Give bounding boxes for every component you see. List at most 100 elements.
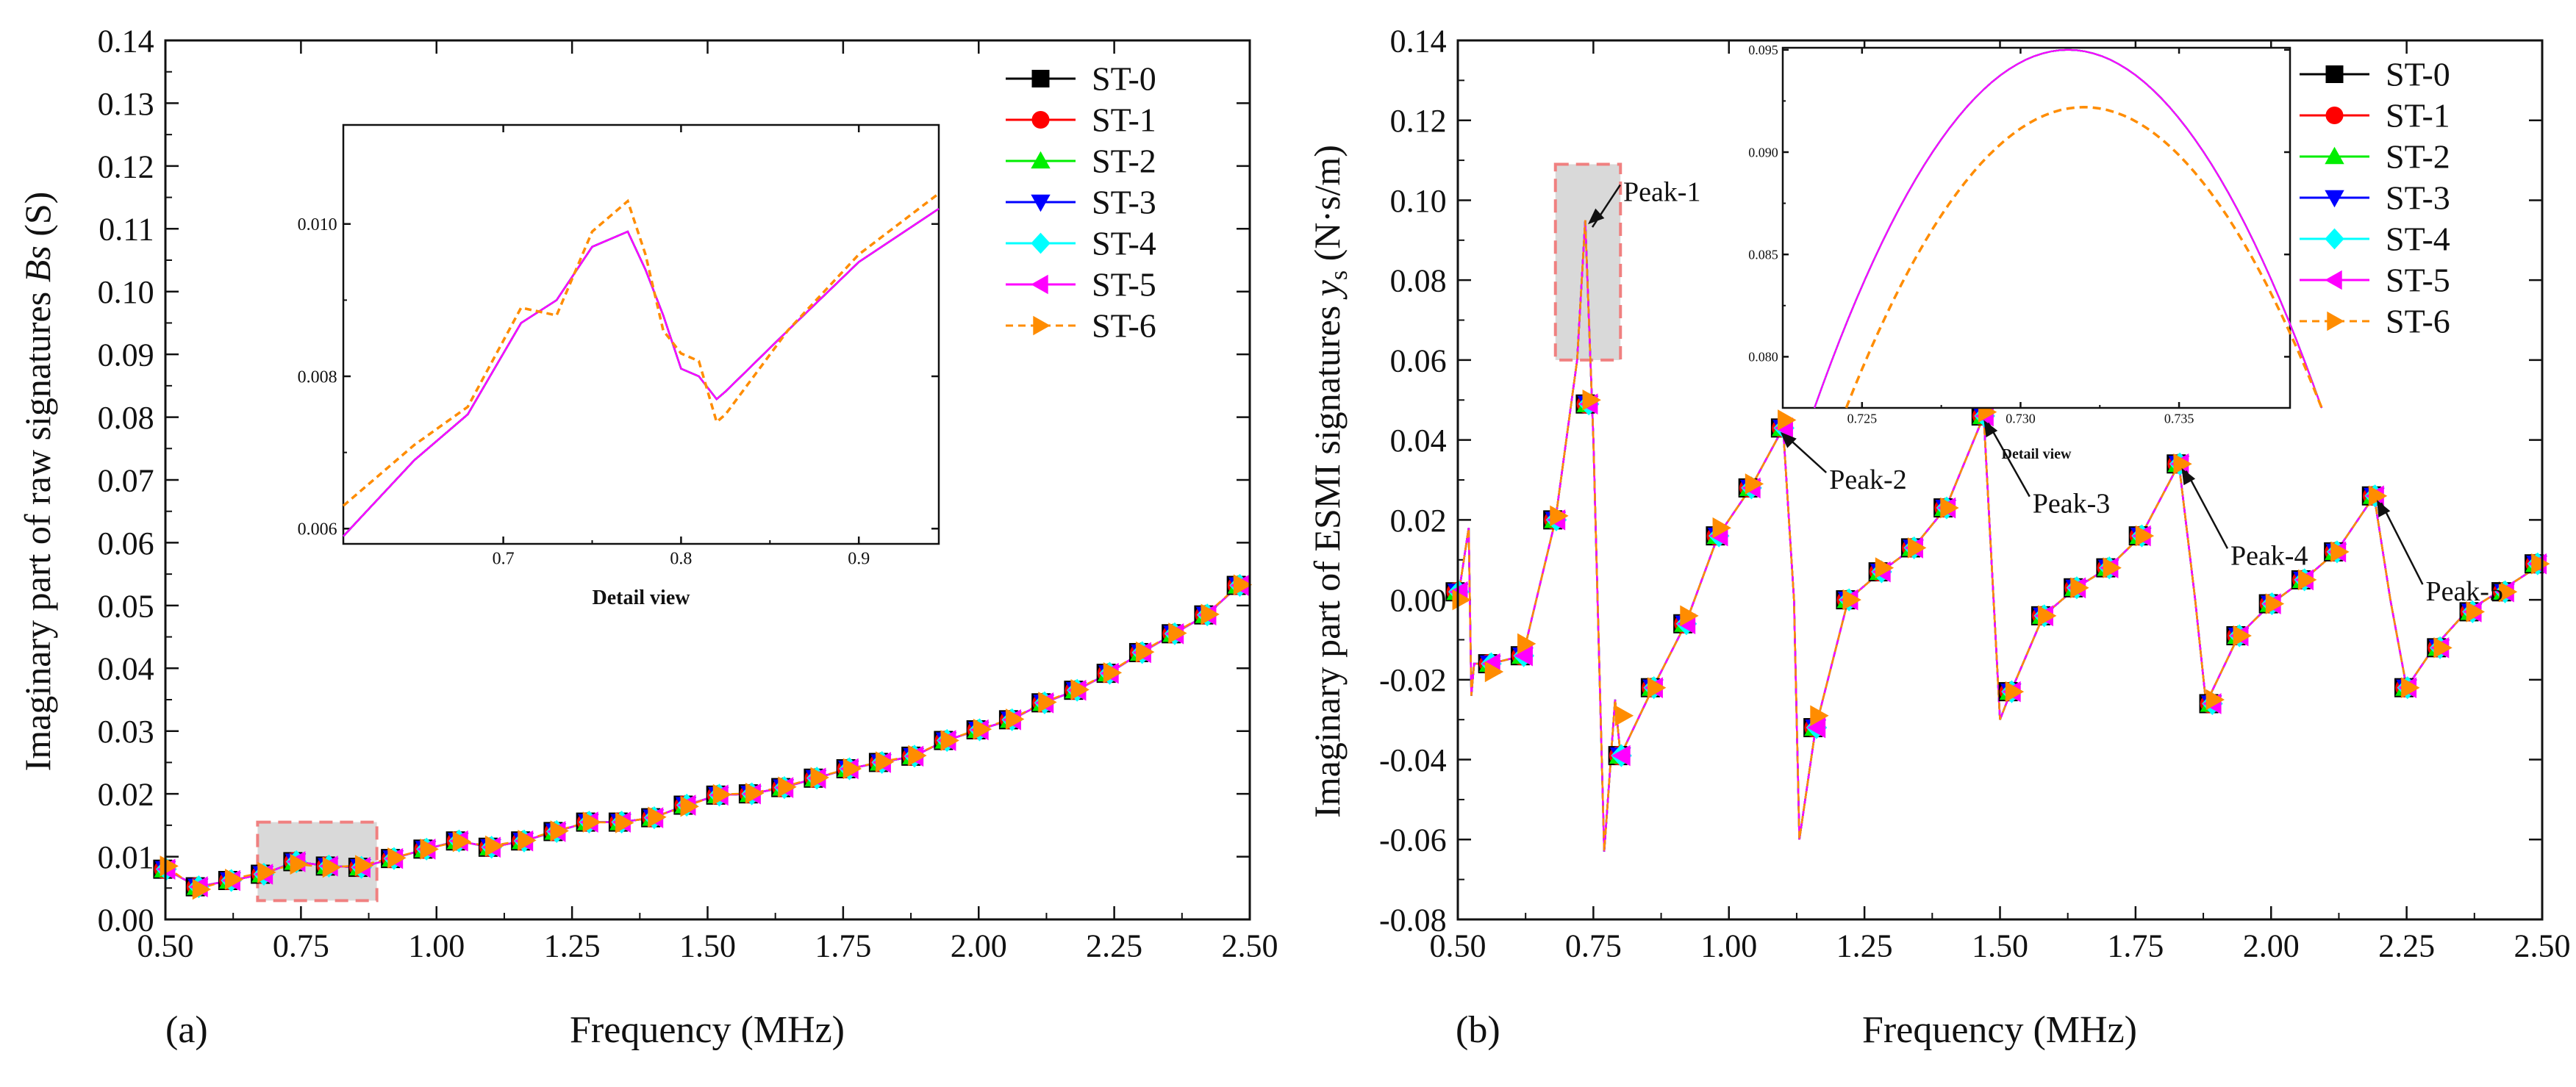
legend-label-st-3: ST-3 [2386, 179, 2450, 217]
figure: 0.50 0.75 1.00 1.25 1.50 1.75 2.00 2.25 2.500.00… [0, 0, 2576, 1087]
panel-b-xtick-label: 1.00 [1700, 928, 1757, 964]
panel-b-annotation-peak-4: Peak-4 [2230, 540, 2308, 571]
panel-a-ylabel-text: Imaginary part of raw signatures [17, 282, 58, 771]
panel-b-xtick-label: 1.50 [1972, 928, 2028, 964]
panel-a-xtick-label: 2.00 [951, 928, 1007, 964]
panel-a-ytick-label: 0.14 [98, 23, 154, 59]
legend-marker-st-1 [1032, 111, 1050, 129]
panel-b-annotation-peak-2: Peak-2 [1829, 464, 1907, 495]
panel-b-inset-ytick-label: 0.095 [1748, 43, 1778, 57]
legend-label-st-2: ST-2 [2386, 138, 2450, 176]
panel-a-ytick-label: 0.09 [98, 337, 154, 373]
legend-label-st-4: ST-4 [2386, 220, 2450, 258]
panel-a-xtick-label: 1.00 [408, 928, 465, 964]
legend-label-st-4: ST-4 [1092, 225, 1156, 262]
panel-b-xtick-label: 2.25 [2378, 928, 2435, 964]
legend-marker-st-0 [1032, 70, 1050, 87]
panel-a-ytick-label: 0.06 [98, 525, 154, 562]
panel-b-xlabel: Frequency (MHz) [1862, 1009, 2137, 1051]
panel-b-inset-xtick-label: 0.735 [2164, 412, 2194, 426]
panel-b-xtick-label: 2.00 [2243, 928, 2300, 964]
panel-b-xtick-label: 1.25 [1836, 928, 1893, 964]
panel-b-ytick-label: 0.00 [1390, 582, 1447, 618]
panel-b-xtick-label: 2.50 [2514, 928, 2571, 964]
legend-label-st-3: ST-3 [1092, 184, 1156, 221]
panel-b-ylabel-unit: (N·s/m) [1306, 145, 1348, 270]
panel-b-ytick-label: 0.10 [1390, 183, 1447, 219]
legend-label-st-5: ST-5 [2386, 262, 2450, 299]
panel-b-inset: 0.725 0.730 0.735 0.080 0.085 0.090 0.095 Deta… [1748, 43, 2322, 462]
legend-label-st-5: ST-5 [1092, 266, 1156, 304]
panel-a-ytick-label: 0.08 [98, 400, 154, 436]
panel-a-xtick-label: 2.25 [1086, 928, 1142, 964]
panel-a-inset-xtick-label: 0.9 [848, 550, 870, 569]
legend-label-st-1: ST-1 [1092, 101, 1156, 139]
panel-a-inset-ytick-label: 0.006 [298, 520, 337, 539]
panel-b-inset-xtick-label: 0.730 [2006, 412, 2036, 426]
panel-a-ytick-label: 0.02 [98, 777, 154, 813]
panel-b-inset-ytick-label: 0.090 [1748, 145, 1778, 159]
panel-b-ytick-label: 0.12 [1390, 103, 1447, 139]
panel-b-inset-frame [1783, 48, 2290, 408]
panel-a-ylabel-symbol: Bs [17, 245, 58, 282]
panel-b-ytick-label: 0.14 [1390, 23, 1447, 59]
panel-b-ytick-label: -0.02 [1379, 662, 1447, 698]
panel-b-highlight-rect [1556, 165, 1621, 360]
panel-b-ytick-label: -0.08 [1379, 902, 1447, 938]
legend-marker-st-1 [2326, 107, 2344, 124]
legend-label-st-0: ST-0 [1092, 60, 1156, 98]
panel-a-ytick-label: 0.12 [98, 148, 154, 184]
panel-a-ytick-label: 0.10 [98, 274, 154, 310]
panel-b-inset-ytick-label: 0.080 [1748, 350, 1778, 365]
panel-b-inset-xlabel: Detail view [2002, 446, 2072, 462]
legend-label-st-6: ST-6 [1092, 307, 1156, 345]
panel-a-ylabel: Imaginary part of raw signatures Bs (S) [17, 192, 58, 772]
panel-a-ytick-label: 0.05 [98, 588, 154, 624]
legend-label-st-1: ST-1 [2386, 97, 2450, 134]
panel-b-label: (b) [1456, 1009, 1500, 1051]
panel-a-inset-ytick-label: 0.008 [298, 367, 337, 387]
panel-b-highlight-box [1556, 165, 1621, 360]
panel-a-inset-xlabel: Detail view [593, 586, 691, 609]
panel-b-ylabel-text: Imaginary part of ESMI signatures [1306, 296, 1348, 818]
panel-a-ylabel-unit: (S) [17, 192, 58, 246]
panel-b-inset-xtick-label: 0.725 [1847, 412, 1878, 426]
panel-a-xtick-label: 1.75 [815, 928, 871, 964]
panel-a-xtick-label: 0.75 [273, 928, 329, 964]
panel-a-ytick-label: 0.01 [98, 839, 154, 875]
panel-b-ytick-label: 0.06 [1390, 342, 1447, 379]
panel-b-annotation-peak-5: Peak-5 [2425, 576, 2503, 607]
panel-b-ytick-label: 0.08 [1390, 263, 1447, 299]
panel-b-ytick-label: -0.06 [1379, 822, 1447, 858]
panel-b-inset-ytick-label: 0.085 [1748, 247, 1778, 262]
panel-a-ytick-label: 0.03 [98, 714, 154, 750]
panel-a-label: (a) [165, 1009, 208, 1051]
panel-a-ytick-label: 0.13 [98, 86, 154, 122]
legend-label-st-0: ST-0 [2386, 56, 2450, 93]
panel-a-inset-xtick-label: 0.8 [670, 550, 692, 569]
panel-a-inset-ytick-label: 0.010 [298, 215, 337, 234]
panel-a-xtick-label: 1.25 [544, 928, 601, 964]
panel-a-xtick-label: 1.50 [679, 928, 736, 964]
panel-b-annotation-peak-3: Peak-3 [2033, 489, 2111, 520]
panel-b-ylabel: Imaginary part of ESMI signatures ys (N·… [1306, 145, 1353, 818]
panel-a-ytick-label: 0.11 [99, 212, 154, 248]
legend-label-st-2: ST-2 [1092, 143, 1156, 180]
panel-b-ylabel-subscript: s [1325, 270, 1353, 280]
panel-a-xtick-label: 2.50 [1222, 928, 1278, 964]
legend-label-st-6: ST-6 [2386, 303, 2450, 340]
panel-b-ytick-label: -0.04 [1379, 742, 1447, 778]
panel-a-xlabel: Frequency (MHz) [570, 1009, 845, 1051]
panel-a-ytick-label: 0.00 [98, 902, 154, 938]
panel-b-xtick-label: 1.75 [2107, 928, 2164, 964]
panel-a-inset-xtick-label: 0.7 [493, 550, 515, 569]
panel-b-ylabel-symbol: y [1306, 279, 1348, 300]
panel-b-xtick-label: 0.75 [1565, 928, 1622, 964]
panel-b-annotation-peak-1: Peak-1 [1623, 177, 1701, 208]
panel-a-ytick-label: 0.04 [98, 651, 154, 687]
panel-b-ytick-label: 0.02 [1390, 503, 1447, 539]
panel-a-inset: 0.7 0.8 0.9 0.006 0.008 0.010 Detail view [298, 125, 939, 609]
legend-marker-st-0 [2326, 65, 2344, 83]
panel-b-ytick-label: 0.04 [1390, 423, 1447, 459]
panel-a-inset-frame [343, 125, 939, 544]
